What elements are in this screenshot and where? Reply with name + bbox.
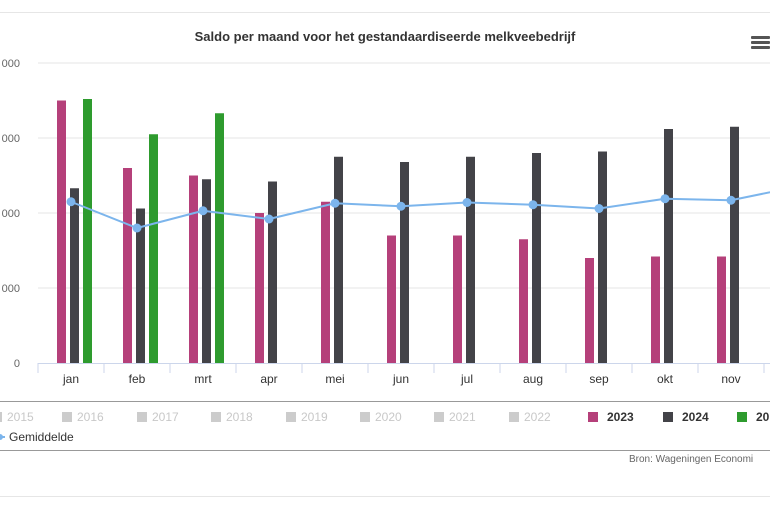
bar-2023[interactable] — [123, 168, 132, 363]
legend-swatch-2016[interactable] — [62, 412, 72, 422]
legend-swatch-2020[interactable] — [360, 412, 370, 422]
legend-swatch-2024[interactable] — [663, 412, 673, 422]
bar-2024[interactable] — [532, 153, 541, 363]
bar-2024[interactable] — [268, 181, 277, 364]
legend-average-marker[interactable] — [0, 434, 3, 440]
legend-label-2017[interactable]: 2017 — [152, 410, 179, 424]
legend-label-2016[interactable]: 2016 — [77, 410, 104, 424]
x-tick-label: okt — [657, 372, 674, 386]
average-line — [70, 191, 770, 229]
average-point[interactable] — [132, 223, 142, 233]
legend-label-20[interactable]: 20 — [756, 410, 770, 424]
y-tick-label: 000 — [2, 58, 20, 70]
legend-swatch-2021[interactable] — [434, 412, 444, 422]
legend-label-2022[interactable]: 2022 — [524, 410, 551, 424]
bar-2023[interactable] — [453, 235, 462, 364]
average-point[interactable] — [462, 198, 472, 207]
bar-2023[interactable] — [651, 256, 660, 364]
x-tick-label: sep — [589, 372, 609, 386]
x-tick-label: mrt — [194, 372, 212, 386]
x-tick-label: jun — [392, 372, 409, 386]
y-tick-label: 000 — [2, 208, 20, 220]
bar-2024[interactable] — [334, 156, 343, 363]
bar-2023[interactable] — [387, 235, 396, 364]
bar-2023[interactable] — [321, 201, 330, 363]
y-tick-label: 000 — [2, 283, 20, 295]
legend-swatch-2023[interactable] — [588, 412, 598, 422]
legend-label-2015[interactable]: 2015 — [7, 410, 34, 424]
bar-20[interactable] — [215, 113, 224, 363]
bar-2024[interactable] — [136, 208, 145, 364]
bar-20[interactable] — [83, 99, 92, 363]
y-tick-label: 000 — [2, 133, 20, 145]
x-tick-label: nov — [721, 372, 740, 386]
legend-swatch-2019[interactable] — [286, 412, 296, 422]
average-point[interactable] — [594, 204, 604, 213]
legend-label-2023[interactable]: 2023 — [607, 410, 634, 424]
bar-2023[interactable] — [189, 175, 198, 364]
legend-label-2018[interactable]: 2018 — [226, 410, 253, 424]
bar-2024[interactable] — [466, 156, 475, 363]
bar-2024[interactable] — [400, 162, 409, 363]
menu-icon[interactable] — [751, 36, 770, 50]
legend-label-2024[interactable]: 2024 — [682, 410, 709, 424]
average-point[interactable] — [396, 201, 406, 211]
x-tick-label: jul — [460, 372, 473, 386]
average-point[interactable] — [726, 195, 736, 205]
legend-swatch-2017[interactable] — [137, 412, 147, 422]
average-point[interactable] — [528, 200, 538, 210]
top-divider — [0, 12, 770, 13]
legend-label-average[interactable]: Gemiddelde — [9, 430, 74, 444]
average-point[interactable] — [330, 198, 340, 208]
bar-20[interactable] — [149, 134, 158, 363]
bar-2024[interactable] — [202, 179, 211, 363]
bar-2023[interactable] — [255, 213, 264, 363]
bar-2023[interactable] — [585, 258, 594, 363]
average-point[interactable] — [264, 214, 274, 224]
x-tick-label: aug — [523, 372, 543, 386]
legend-label-2019[interactable]: 2019 — [301, 410, 328, 424]
legend-swatch-2022[interactable] — [509, 412, 519, 422]
bottom-divider — [0, 496, 770, 497]
x-tick-label: apr — [260, 372, 277, 386]
average-point[interactable] — [66, 197, 76, 207]
y-tick-label: 0 — [14, 358, 20, 370]
x-tick-label: mei — [325, 372, 344, 386]
average-point[interactable] — [198, 206, 208, 216]
legend-label-2020[interactable]: 2020 — [375, 410, 402, 424]
average-point[interactable] — [660, 194, 670, 204]
legend-label-2021[interactable]: 2021 — [449, 410, 476, 424]
bar-2023[interactable] — [519, 239, 528, 363]
x-tick-label: feb — [129, 372, 146, 386]
bar-2023[interactable] — [717, 256, 726, 364]
bar-2024[interactable] — [70, 188, 79, 363]
bar-2023[interactable] — [57, 100, 66, 364]
credits-text: Bron: Wageningen Economi — [629, 454, 754, 465]
x-tick-label: jan — [62, 372, 79, 386]
bar-2024[interactable] — [598, 151, 607, 364]
legend-swatch-2018[interactable] — [211, 412, 221, 422]
bar-2024[interactable] — [730, 126, 739, 363]
legend-swatch-20[interactable] — [737, 412, 747, 422]
chart-title: Saldo per maand voor het gestandaardisee… — [195, 29, 576, 44]
bar-2024[interactable] — [664, 129, 673, 363]
legend-swatch-2015[interactable] — [0, 412, 2, 422]
